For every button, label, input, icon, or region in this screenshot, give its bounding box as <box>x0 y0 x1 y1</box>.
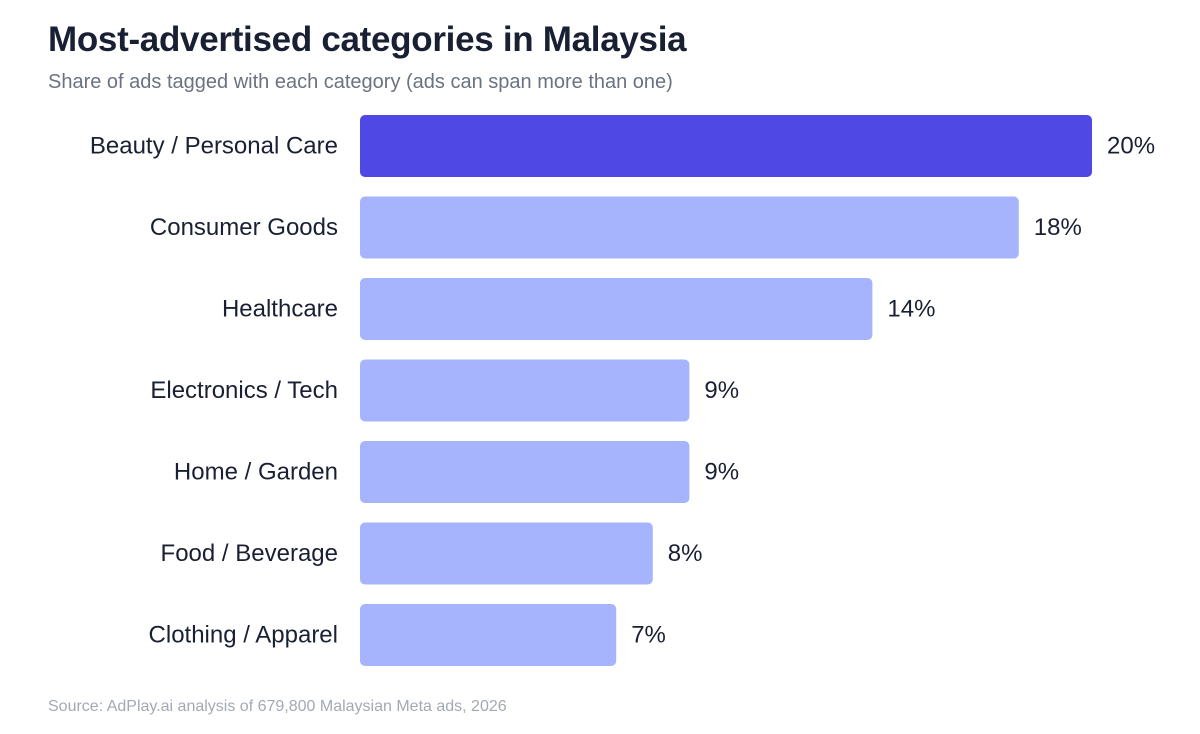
value-label: 7% <box>631 622 666 649</box>
value-label: 20% <box>1107 133 1155 160</box>
category-label: Clothing / Apparel <box>149 622 338 649</box>
value-label: 8% <box>668 540 703 567</box>
bar-group-electronics-tech: Electronics / Tech 9% <box>150 359 739 422</box>
chart-title: Most-advertised categories in Malaysia <box>48 20 687 59</box>
value-label: 18% <box>1034 214 1082 241</box>
bar-group-healthcare: Healthcare 14% <box>222 278 935 340</box>
bar-group-clothing-apparel: Clothing / Apparel 7% <box>149 604 666 666</box>
bar-group-home-garden: Home / Garden 9% <box>174 441 739 503</box>
bar <box>360 196 1019 259</box>
chart-subtitle: Share of ads tagged with each category (… <box>48 71 673 93</box>
bar <box>360 604 617 666</box>
value-label: 9% <box>704 377 739 404</box>
bar <box>360 278 873 340</box>
bar-group-food-beverage: Food / Beverage 8% <box>161 522 703 585</box>
category-label: Consumer Goods <box>150 214 338 241</box>
bar-group-beauty-personal-care: Beauty / Personal Care 20% <box>90 115 1155 177</box>
bar <box>360 115 1092 177</box>
bar <box>360 441 690 503</box>
category-label: Electronics / Tech <box>150 377 338 404</box>
bar-group-consumer-goods: Consumer Goods 18% <box>150 196 1082 259</box>
category-label: Healthcare <box>222 296 338 323</box>
category-label: Beauty / Personal Care <box>90 133 338 160</box>
chart-source: Source: AdPlay.ai analysis of 679,800 Ma… <box>48 698 507 715</box>
bar <box>360 359 690 422</box>
category-label: Food / Beverage <box>161 540 338 567</box>
bar <box>360 522 653 585</box>
value-label: 9% <box>704 459 739 486</box>
category-label: Home / Garden <box>174 459 338 486</box>
value-label: 14% <box>887 296 935 323</box>
